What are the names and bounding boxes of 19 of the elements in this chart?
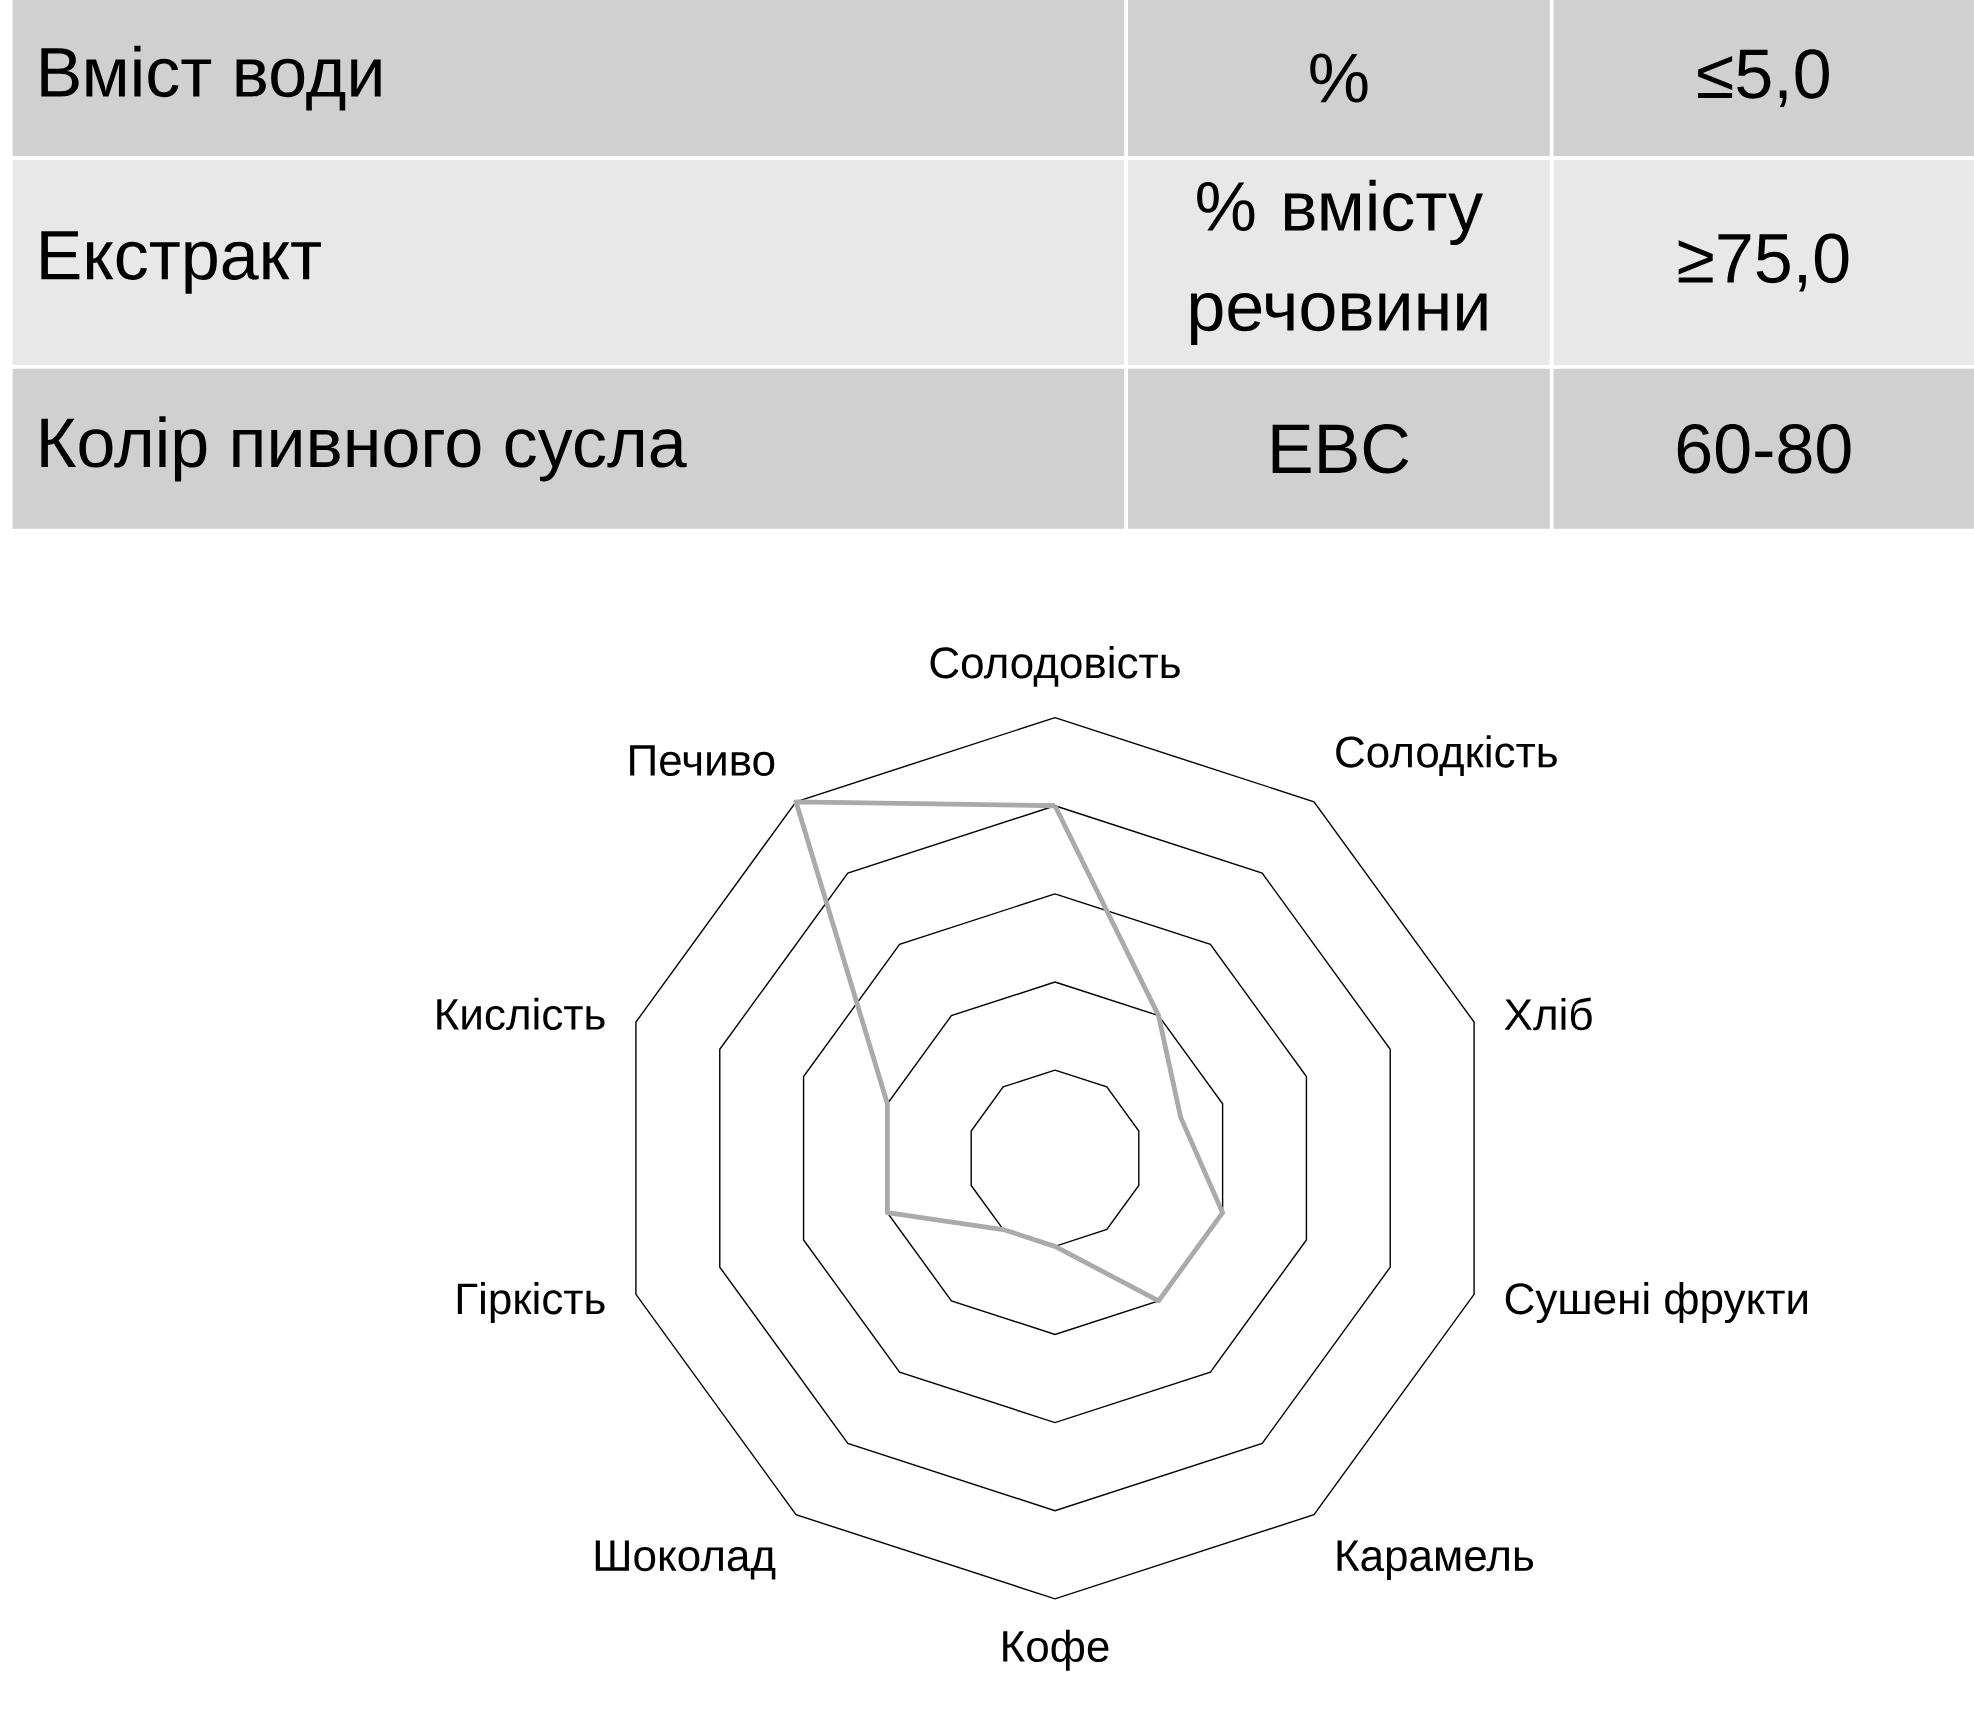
spoke-label: Хліб	[1504, 997, 1592, 1031]
spoke-label: Кофе	[1003, 1629, 1109, 1671]
spoke-label: Печиво	[630, 745, 775, 776]
spoke-label: Шоколад	[595, 1540, 776, 1580]
text: 60-80	[1677, 424, 1851, 474]
text: Вміст води	[41, 45, 381, 111]
spoke-label: Сушені фрукти	[1505, 1282, 1807, 1324]
text: Колір пивного сусла	[41, 416, 687, 482]
text: Екстракт	[41, 231, 321, 294]
text: ≥75,0	[1678, 233, 1849, 292]
spoke-label: Солодовість	[930, 646, 1180, 687]
spoke-label: Кислість	[437, 997, 605, 1031]
text: ≤5,0	[1698, 49, 1829, 107]
text: % вмісту речовини	[1190, 179, 1487, 346]
text: %	[1310, 53, 1368, 103]
spoke-label: Солодкість	[1336, 735, 1557, 776]
spoke-label: Карамель	[1337, 1540, 1534, 1580]
text: EBC	[1272, 424, 1409, 474]
spoke-label: Гіркість	[457, 1282, 605, 1324]
